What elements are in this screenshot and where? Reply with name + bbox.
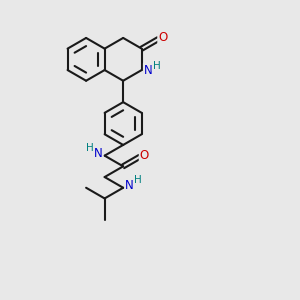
Text: H: H [153,61,160,70]
Text: N: N [144,64,153,76]
Text: N: N [125,179,134,192]
Text: H: H [86,143,94,153]
Text: H: H [134,175,142,185]
Text: N: N [94,147,103,160]
Text: O: O [140,149,149,162]
Text: O: O [158,31,167,44]
